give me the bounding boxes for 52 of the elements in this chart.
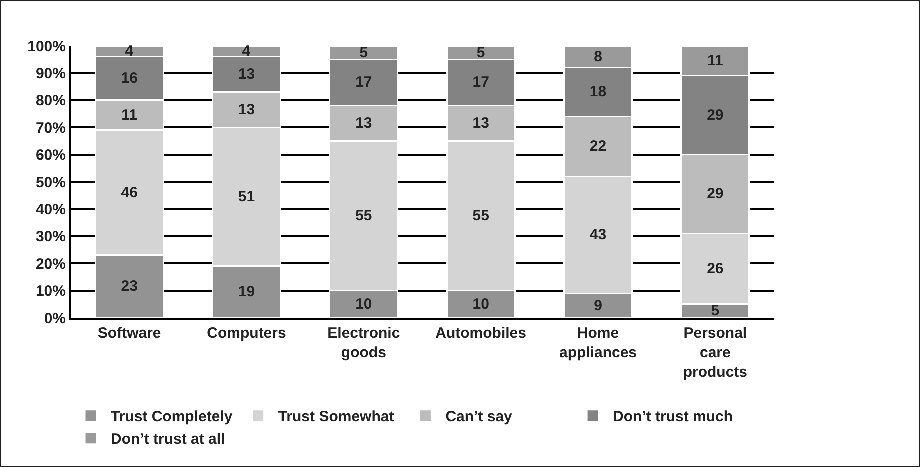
y-tick-label: 10% [36, 283, 66, 300]
legend-label: Don’t trust at all [111, 431, 226, 448]
data-label: 46 [121, 184, 138, 202]
x-tick-label: Computers [207, 325, 286, 342]
y-tick-label: 20% [36, 256, 66, 273]
x-tick-label: Electronic goods [328, 325, 400, 362]
data-label: 4 [242, 42, 252, 60]
data-label: 26 [707, 260, 724, 278]
data-label: 4 [125, 42, 134, 60]
y-tick-label: 70% [36, 120, 66, 137]
x-tick-label: Automobiles [436, 325, 526, 342]
data-label: 16 [121, 70, 138, 88]
legend-label: Don’t trust much [613, 408, 734, 426]
data-label: 43 [590, 226, 607, 244]
x-tick-label: Software [98, 325, 162, 342]
data-label: 13 [238, 66, 256, 84]
legend-label: Trust Somewhat [278, 408, 394, 426]
data-label: 55 [356, 208, 372, 224]
data-label: 8 [594, 48, 602, 66]
y-tick-label: 90% [36, 65, 66, 82]
x-tick-label: Home appliances [559, 325, 638, 362]
y-tick-label: 100% [28, 38, 66, 56]
data-label: 19 [238, 284, 256, 301]
data-label: 10 [356, 296, 372, 313]
y-tick-label: 60% [36, 147, 66, 164]
legend-label: Can’t say [446, 408, 514, 426]
data-label: 10 [472, 296, 490, 313]
y-tick-label: 40% [36, 201, 66, 218]
x-tick-label: Personal care products [683, 325, 748, 381]
data-label: 29 [707, 186, 724, 203]
y-tick-label: 0% [44, 310, 66, 328]
data-label: 22 [590, 138, 607, 156]
legend-label: Trust Completely [111, 408, 234, 426]
data-label: 18 [590, 84, 607, 101]
data-label: 9 [594, 297, 602, 314]
data-label: 13 [472, 115, 490, 132]
data-label: 11 [122, 106, 138, 124]
data-label: 17 [472, 74, 490, 92]
data-label: 5 [711, 302, 720, 320]
y-tick-label: 80% [36, 92, 66, 110]
data-label: 13 [238, 101, 256, 118]
y-tick-label: 30% [36, 228, 66, 246]
data-label: 29 [707, 106, 724, 124]
data-label: 13 [356, 115, 372, 132]
data-label: 11 [707, 52, 724, 70]
y-tick-label: 50% [36, 174, 66, 192]
data-label: 51 [238, 188, 256, 206]
data-label: 5 [360, 44, 368, 62]
data-label: 55 [472, 208, 490, 224]
data-label: 17 [356, 74, 372, 92]
data-label: 5 [476, 44, 486, 62]
data-label: 23 [121, 278, 138, 296]
